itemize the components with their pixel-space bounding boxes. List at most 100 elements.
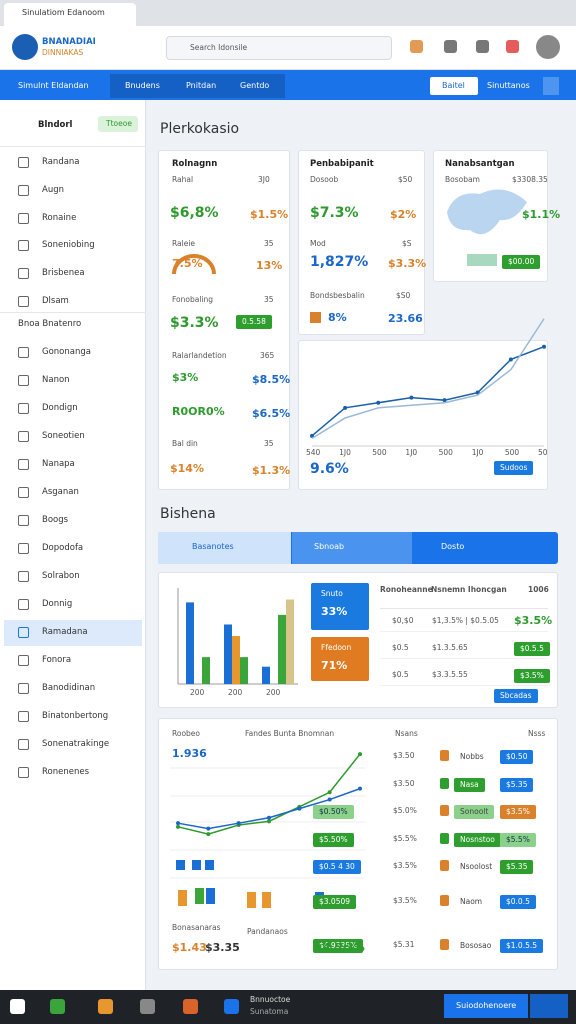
taskbar-button-label[interactable]: Suiodohenoere bbox=[456, 1001, 517, 1010]
button[interactable]: $5.35 bbox=[500, 778, 534, 793]
nav-button[interactable] bbox=[430, 77, 478, 95]
card-text: 8% bbox=[328, 311, 347, 324]
taskbar-item[interactable]: Sunatoma bbox=[250, 1007, 289, 1016]
sidebar-item[interactable]: Randana bbox=[42, 157, 80, 167]
divider bbox=[380, 631, 548, 632]
sidebar-item[interactable]: Gononanga bbox=[42, 347, 91, 357]
item-icon bbox=[18, 431, 29, 442]
sidebar-item[interactable]: Boogs bbox=[42, 515, 69, 525]
sidebar-item[interactable]: Donnig bbox=[42, 599, 73, 609]
card-text[interactable]: $00.00 bbox=[502, 255, 541, 270]
taskbar-icon[interactable] bbox=[10, 999, 25, 1014]
tab-label[interactable]: Basanotes bbox=[192, 542, 234, 551]
button[interactable]: $1.0.5.5 bbox=[500, 939, 544, 954]
sidebar-item[interactable]: Solrabon bbox=[42, 571, 80, 581]
toolbar-icon[interactable] bbox=[506, 40, 519, 53]
tab-label[interactable]: Sbnoab bbox=[314, 542, 345, 551]
sidebar-item[interactable]: Nanapa bbox=[42, 459, 75, 469]
item-icon bbox=[18, 543, 29, 554]
sidebar-item[interactable]: Nanon bbox=[42, 375, 70, 385]
card-title: Penbabipanit bbox=[310, 159, 374, 169]
sidebar-item[interactable]: Ramadana bbox=[42, 627, 88, 637]
card-text: $1.5% bbox=[250, 208, 289, 221]
cell: $5.0% bbox=[393, 806, 417, 815]
sidebar-item[interactable]: Augn bbox=[42, 184, 64, 195]
nav-item[interactable]: Pnitdan bbox=[186, 81, 217, 90]
card-text: Fonobaling bbox=[172, 295, 214, 304]
sidebar-item[interactable]: Dopodofa bbox=[42, 543, 84, 553]
tag-icon bbox=[440, 805, 449, 816]
taskbar-icon[interactable] bbox=[224, 999, 239, 1014]
button[interactable]: $0.50 bbox=[500, 750, 534, 765]
card-text: 35 bbox=[264, 439, 274, 448]
nav-button-label[interactable]: Baitel bbox=[442, 81, 465, 90]
nav-item[interactable]: Simulnt Eldandan bbox=[18, 81, 89, 90]
taskbar-icon[interactable] bbox=[183, 999, 198, 1014]
tab-label[interactable]: Dosto bbox=[441, 542, 465, 551]
sidebar-item[interactable]: Soneotien bbox=[42, 431, 85, 441]
nav-item[interactable]: Bnudens bbox=[125, 81, 160, 90]
cell: $0.5 bbox=[392, 670, 409, 679]
search-box[interactable] bbox=[166, 36, 392, 60]
card-text: Mod bbox=[310, 239, 326, 248]
tag-icon bbox=[440, 939, 449, 950]
button[interactable]: Sbcadas bbox=[494, 689, 538, 704]
taskbar-item[interactable]: Bnnuoctoe bbox=[250, 995, 291, 1004]
nav-button-label[interactable]: Sinuttanos bbox=[487, 81, 530, 90]
search-placeholder[interactable]: Search Idonsile bbox=[190, 43, 248, 52]
button[interactable]: $0.0.5 bbox=[500, 895, 536, 910]
button[interactable]: $3.5% bbox=[500, 805, 536, 820]
card-text: $6,8% bbox=[170, 205, 219, 221]
tab-title[interactable]: Sinulatiom Edanoom bbox=[22, 8, 105, 17]
bar bbox=[232, 636, 240, 684]
item-icon bbox=[18, 655, 29, 666]
card-text: $2% bbox=[390, 208, 417, 221]
sidebar-item[interactable]: Banodidinan bbox=[42, 683, 96, 693]
card-text: Bosobam bbox=[445, 175, 480, 184]
card-text: $8.5% bbox=[252, 373, 291, 386]
sidebar-item[interactable]: Ronaine bbox=[42, 212, 77, 223]
sidebar-item[interactable]: Fonora bbox=[42, 655, 72, 665]
card-text: R0OR0% bbox=[172, 405, 225, 418]
nav-bar bbox=[0, 70, 576, 100]
x-tick-label: 200 bbox=[228, 688, 243, 697]
sidebar-item[interactable]: Sonenatrakinge bbox=[42, 739, 110, 749]
taskbar-icon[interactable] bbox=[140, 999, 155, 1014]
card-text[interactable]: 0.5.58 bbox=[236, 315, 272, 330]
cell: $3.5% bbox=[514, 614, 553, 627]
sidebar-item[interactable]: Binatonbertong bbox=[42, 711, 109, 721]
cell: $3.5% bbox=[514, 669, 550, 684]
sidebar-item[interactable]: Asganan bbox=[42, 487, 79, 497]
taskbar-icon[interactable] bbox=[50, 999, 65, 1014]
sidebar-item[interactable]: Brisbenea bbox=[42, 268, 85, 279]
toolbar-icon[interactable] bbox=[476, 40, 489, 53]
button[interactable]: $5.5% bbox=[500, 833, 536, 848]
taskbar-button[interactable] bbox=[444, 994, 528, 1018]
icon bbox=[310, 312, 321, 323]
sidebar-item[interactable]: Dlsam bbox=[42, 296, 69, 306]
toolbar-icon[interactable] bbox=[444, 40, 457, 53]
button[interactable]: $5.35 bbox=[500, 860, 534, 875]
taskbar-search[interactable] bbox=[530, 994, 568, 1018]
toolbar-icon[interactable] bbox=[410, 40, 423, 53]
bar bbox=[202, 657, 210, 684]
taskbar-icon[interactable] bbox=[98, 999, 113, 1014]
x-tick-label: 1J0 bbox=[471, 448, 484, 457]
footer-text: $3.35 bbox=[205, 941, 240, 954]
nav-item[interactable]: Gentdo bbox=[240, 81, 270, 90]
item-icon bbox=[18, 599, 29, 610]
avatar[interactable] bbox=[536, 35, 560, 59]
map-shape bbox=[447, 189, 527, 235]
card-text: Ralarlandetion bbox=[172, 351, 227, 360]
x-tick-label: 200 bbox=[266, 688, 281, 697]
button[interactable]: Sudoos bbox=[494, 461, 534, 476]
item-icon bbox=[18, 347, 29, 358]
table-header: Fandes Bunta Bnomnan bbox=[245, 729, 335, 738]
sidebar-item[interactable]: Dondign bbox=[42, 403, 78, 413]
sidebar-item[interactable]: Soneniobing bbox=[42, 240, 95, 251]
mini-bar bbox=[176, 860, 185, 870]
sidebar-item[interactable]: Ronenenes bbox=[42, 767, 90, 777]
nav-icon[interactable] bbox=[543, 77, 559, 95]
